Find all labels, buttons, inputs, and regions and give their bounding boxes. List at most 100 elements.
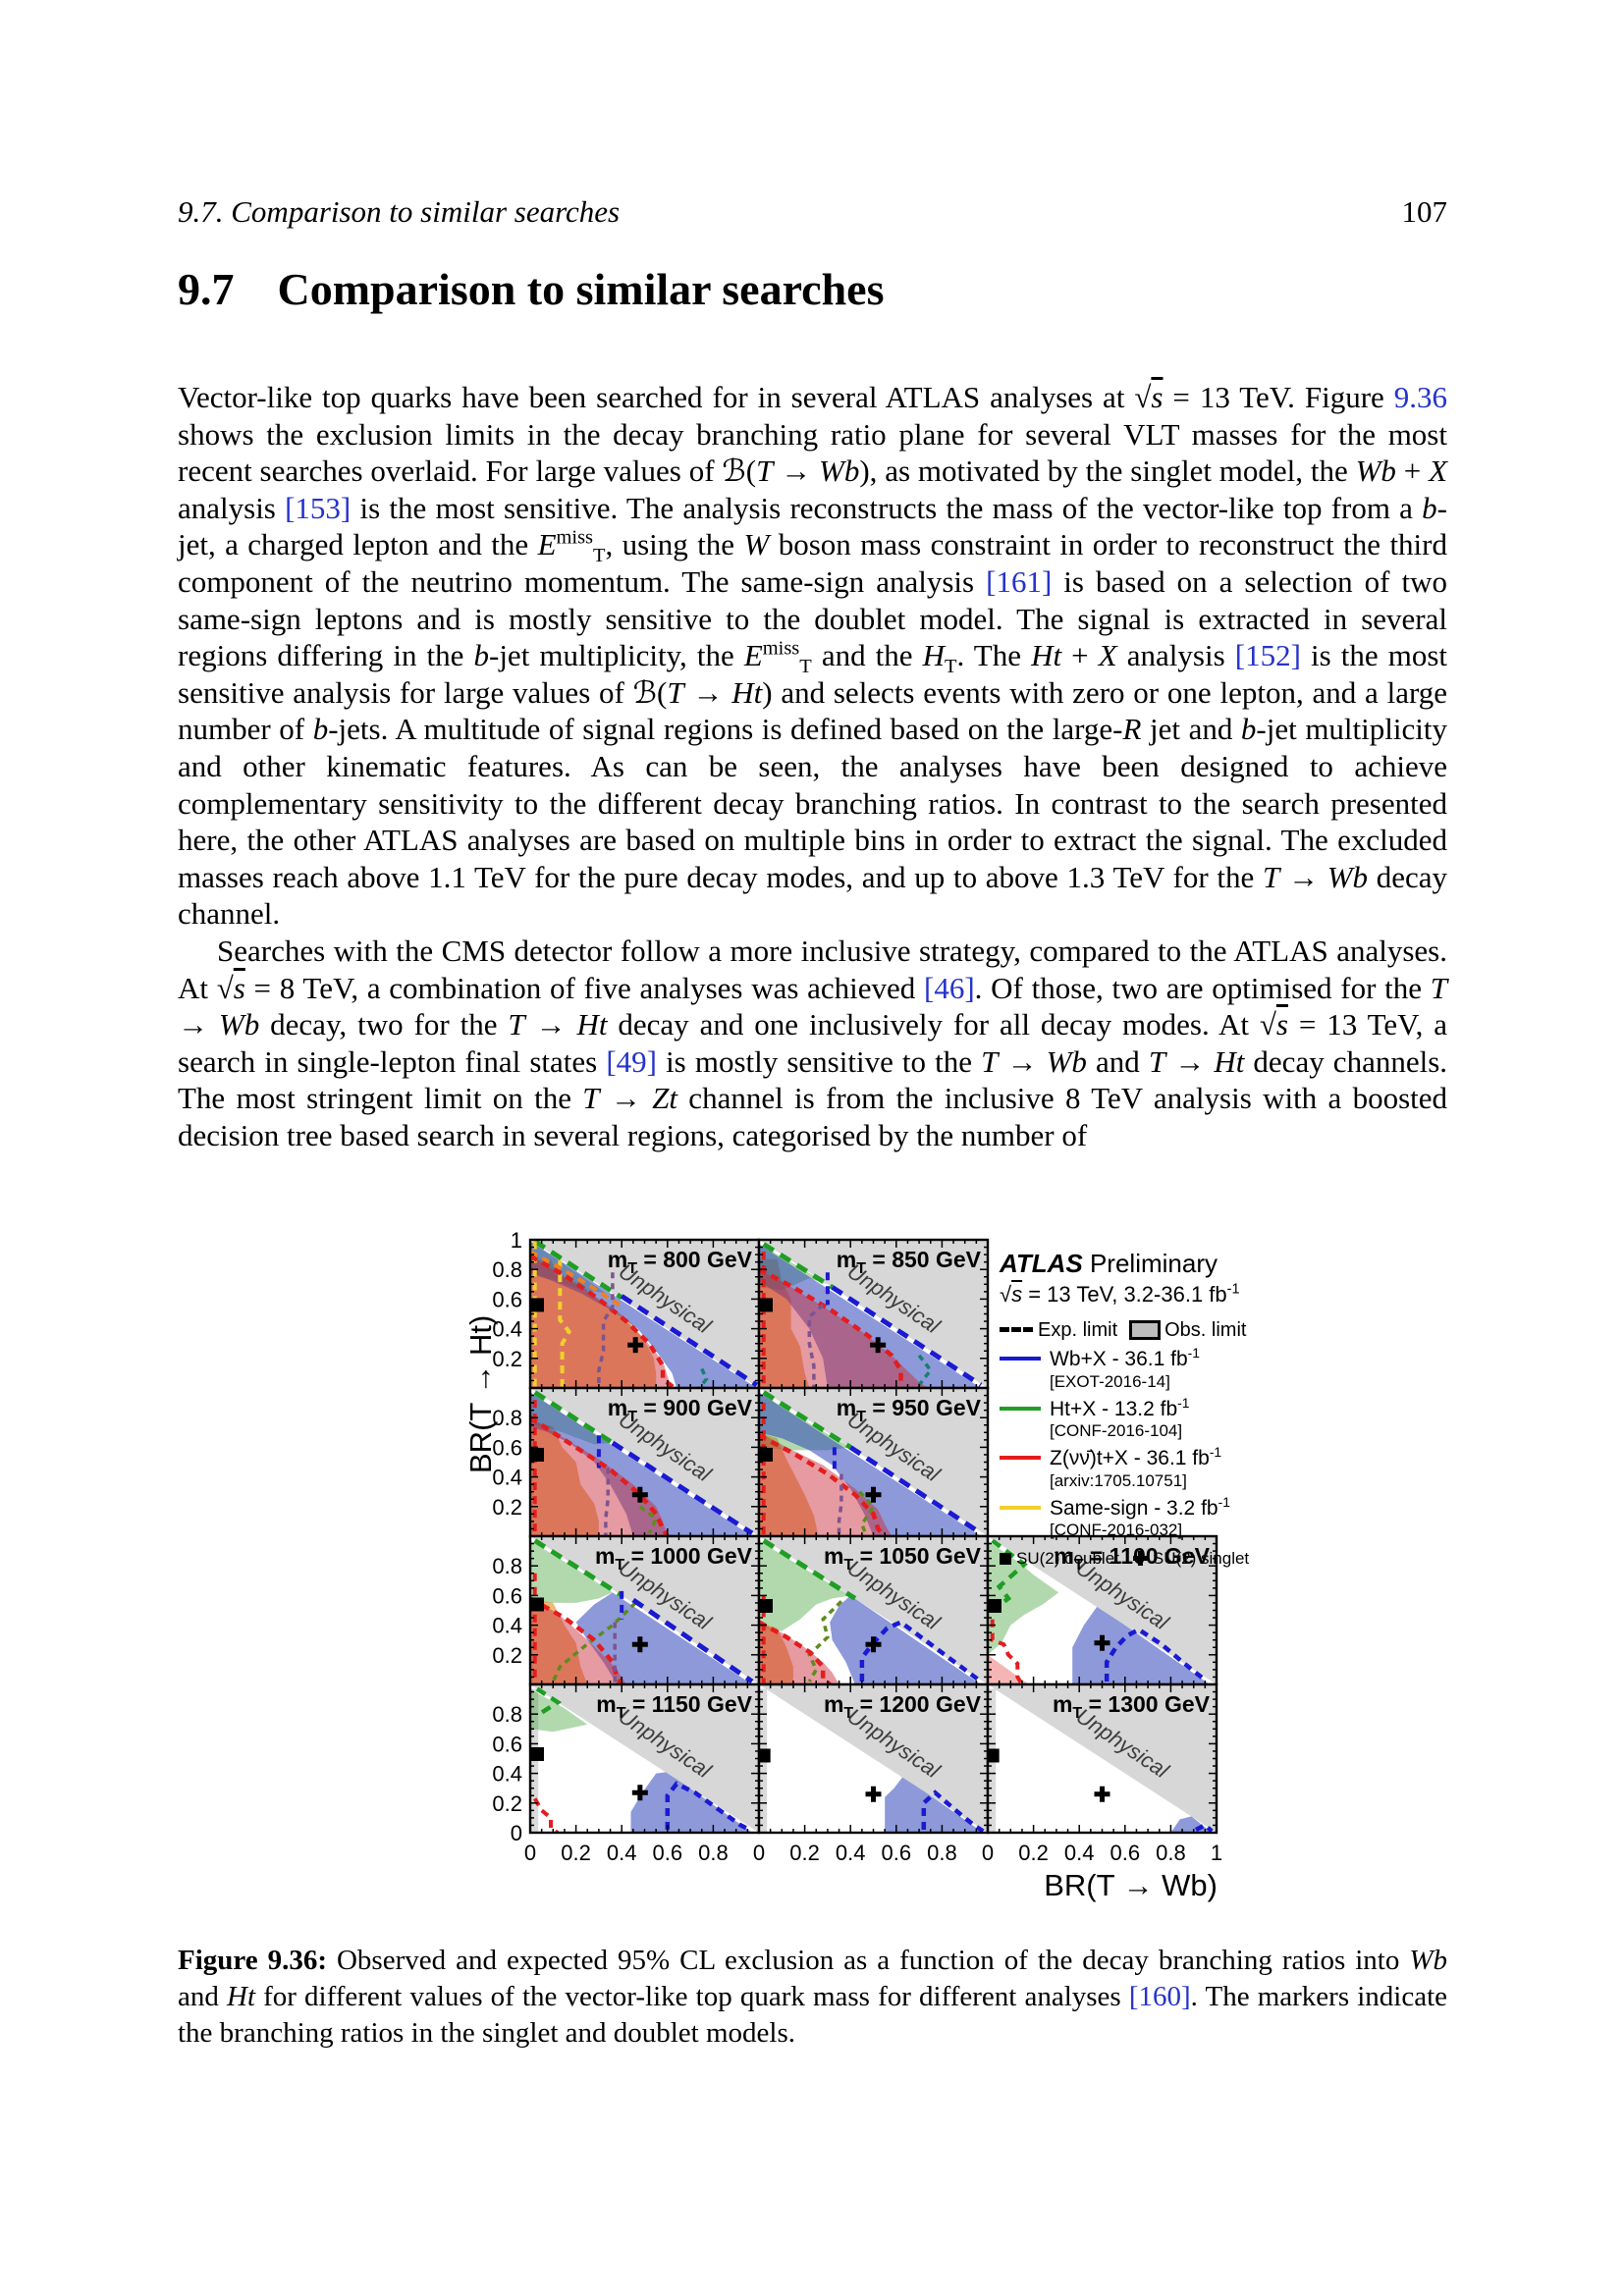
page-header: 9.7. Comparison to similar searches 107: [178, 194, 1447, 230]
svg-text:0.4: 0.4: [492, 1317, 522, 1342]
citation-link[interactable]: [152]: [1234, 638, 1301, 673]
section-number: 9.7: [178, 264, 235, 314]
figure-caption: Figure 9.36: Observed and expected 95% C…: [178, 1945, 1448, 2049]
legend-entry-wbx: Wb+X - 36.1 fb-1 [EXOT-2016-14]: [1000, 1345, 1221, 1391]
ztx-line-swatch: [1000, 1456, 1041, 1461]
svg-text:mT = 1300 GeV: mT = 1300 GeV: [1053, 1691, 1211, 1722]
svg-text:mT = 1200 GeV: mT = 1200 GeV: [824, 1691, 982, 1722]
wbx-sup: -1: [1187, 1345, 1200, 1362]
svg-text:0.6: 0.6: [492, 1287, 522, 1311]
wbx-label: Wb+X - 36.1 fb: [1050, 1348, 1188, 1371]
figure-legend: ATLAS Preliminary √s = 13 TeV, 3.2-36.1 …: [1000, 1249, 1249, 1569]
doublet-square-icon: [1000, 1552, 1011, 1565]
section-title: Comparison to similar searches: [277, 264, 885, 314]
svg-text:0.6: 0.6: [492, 1435, 522, 1460]
svg-text:0.8: 0.8: [698, 1841, 729, 1865]
section-heading: 9.7 Comparison to similar searches: [178, 263, 885, 315]
htx-label: Ht+X - 13.2 fb: [1050, 1397, 1178, 1420]
svg-text:0.2: 0.2: [492, 1791, 522, 1816]
citation-link[interactable]: [160]: [1128, 1981, 1191, 2012]
htx-sup: -1: [1177, 1394, 1190, 1411]
svg-text:mT = 1050 GeV: mT = 1050 GeV: [824, 1543, 982, 1574]
singlet-label: SU(2) singlet: [1152, 1549, 1250, 1569]
legend-exp-obs: Exp. limit Obs. limit: [1000, 1319, 1246, 1341]
doublet-label: SU(2) doublet: [1016, 1549, 1119, 1569]
sqrt-s: s: [1011, 1282, 1023, 1308]
svg-text:0.2: 0.2: [789, 1841, 820, 1865]
svg-text:0.4: 0.4: [492, 1466, 522, 1490]
svg-text:0.6: 0.6: [882, 1841, 912, 1865]
svg-text:0.6: 0.6: [492, 1583, 522, 1608]
svg-text:1: 1: [511, 1228, 522, 1253]
svg-text:0.8: 0.8: [492, 1554, 522, 1578]
page-number: 107: [1401, 194, 1448, 229]
svg-text:0.8: 0.8: [927, 1841, 957, 1865]
wbx-line-swatch: [1000, 1357, 1041, 1362]
svg-text:mT = 900 GeV: mT = 900 GeV: [608, 1395, 753, 1425]
svg-text:0.8: 0.8: [492, 1406, 522, 1430]
legend-entry-ztx: Z(νν̄)t+X - 36.1 fb-1 [arxiv:1705.10751]: [1000, 1445, 1221, 1490]
legend-lumi: √s = 13 TeV, 3.2-36.1 fb-1: [1000, 1282, 1240, 1308]
expected-limit-swatch: [1000, 1327, 1033, 1333]
legend-entry-samesign: Same-sign - 3.2 fb-1 [CONF-2016-032]: [1000, 1495, 1230, 1540]
sqrt-sign: √: [1000, 1282, 1012, 1308]
svg-text:0.6: 0.6: [492, 1732, 522, 1756]
svg-text:mT = 1150 GeV: mT = 1150 GeV: [596, 1691, 752, 1722]
svg-text:0.8: 0.8: [1156, 1841, 1186, 1865]
htx-line-swatch: [1000, 1406, 1041, 1411]
svg-text:0: 0: [524, 1841, 536, 1865]
svg-text:mT = 1000 GeV: mT = 1000 GeV: [595, 1543, 753, 1574]
svg-text:0.4: 0.4: [1064, 1841, 1095, 1865]
observed-limit-label: Obs. limit: [1164, 1318, 1247, 1341]
svg-text:0.4: 0.4: [492, 1762, 522, 1787]
svg-text:0.2: 0.2: [492, 1347, 522, 1371]
citation-link[interactable]: [161]: [986, 563, 1053, 599]
lumi-sup: -1: [1226, 1281, 1240, 1298]
atlas-label: ATLAS: [1000, 1249, 1083, 1278]
citation-link[interactable]: [49]: [606, 1043, 657, 1079]
svg-text:0.4: 0.4: [836, 1841, 866, 1865]
samesign-label: Same-sign - 3.2 fb: [1050, 1496, 1218, 1520]
paragraph-2: Searches with the CMS detector follow a …: [178, 933, 1448, 1152]
running-head: 9.7. Comparison to similar searches: [178, 194, 621, 229]
svg-text:mT = 950 GeV: mT = 950 GeV: [837, 1395, 982, 1425]
citation-link[interactable]: [153]: [285, 490, 352, 525]
svg-text:0: 0: [982, 1841, 994, 1865]
svg-text:0.6: 0.6: [653, 1841, 683, 1865]
svg-text:0: 0: [753, 1841, 765, 1865]
singlet-plus-icon: [1132, 1551, 1148, 1567]
htx-ref: [CONF-2016-104]: [1050, 1421, 1183, 1441]
body-text: Vector-like top quarks have been searche…: [178, 379, 1447, 1153]
samesign-ref: [CONF-2016-032]: [1050, 1521, 1183, 1540]
citation-link[interactable]: 9.36: [1393, 380, 1448, 414]
svg-text:0.2: 0.2: [1018, 1841, 1049, 1865]
legend-model-markers: SU(2) doublet SU(2) singlet: [1000, 1549, 1249, 1569]
svg-text:1: 1: [1211, 1841, 1222, 1865]
svg-text:0.8: 0.8: [492, 1702, 522, 1727]
samesign-sup: -1: [1218, 1493, 1230, 1510]
ztx-ref: [arxiv:1705.10751]: [1050, 1470, 1187, 1490]
citation-link[interactable]: [46]: [924, 970, 975, 1005]
svg-text:0.6: 0.6: [1110, 1841, 1141, 1865]
svg-text:0.4: 0.4: [492, 1614, 522, 1638]
svg-text:0.2: 0.2: [492, 1643, 522, 1668]
observed-limit-swatch: [1129, 1319, 1162, 1340]
paragraph-1: Vector-like top quarks have been searche…: [178, 380, 1448, 932]
preliminary-label: Preliminary: [1089, 1249, 1218, 1278]
lumi-text: = 13 TeV, 3.2-36.1 fb: [1022, 1282, 1227, 1308]
svg-text:0.2: 0.2: [561, 1841, 591, 1865]
ztx-label: Z(νν̄)t+X - 36.1 fb: [1050, 1447, 1210, 1470]
y-axis-title: BR(T → Ht): [463, 1314, 498, 1474]
svg-text:0.8: 0.8: [492, 1257, 522, 1282]
samesign-line-swatch: [1000, 1505, 1041, 1510]
x-axis-title: BR(T → Wb): [1044, 1868, 1218, 1902]
